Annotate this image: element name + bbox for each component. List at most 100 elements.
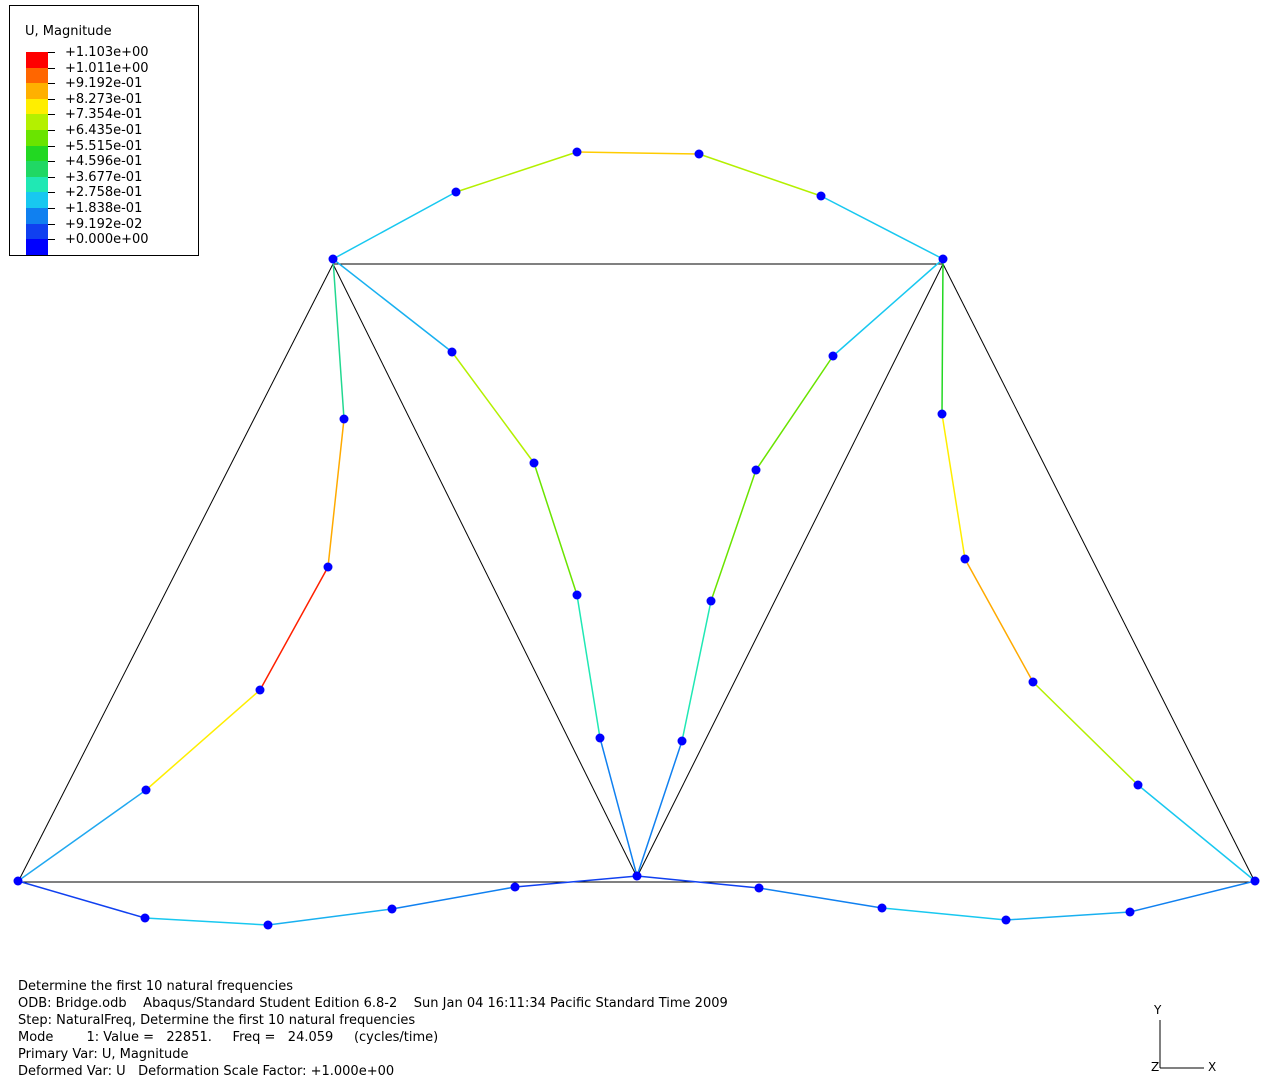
- legend-swatch: [26, 67, 48, 84]
- node[interactable]: [529, 458, 539, 468]
- legend-tick: [48, 208, 55, 209]
- node[interactable]: [323, 562, 333, 572]
- legend-value: +8.273e-01: [65, 91, 143, 107]
- node[interactable]: [938, 254, 948, 264]
- node[interactable]: [447, 347, 457, 357]
- node[interactable]: [877, 903, 887, 913]
- deformed-segment: [1005, 911, 1131, 921]
- legend-value: +4.596e-01: [65, 154, 143, 170]
- deformed-segment: [1129, 880, 1256, 913]
- legend-swatch: [26, 83, 48, 99]
- node[interactable]: [1133, 780, 1143, 790]
- deformed-segment: [17, 789, 147, 882]
- legend-value: +7.354e-01: [65, 107, 143, 123]
- legend-tick: [48, 176, 55, 178]
- legend-value: +9.192e-01: [65, 76, 143, 92]
- node[interactable]: [960, 554, 970, 564]
- node[interactable]: [510, 882, 520, 892]
- node[interactable]: [339, 414, 349, 424]
- deformed-segment: [681, 600, 712, 742]
- node[interactable]: [387, 904, 397, 914]
- deformed-segment: [327, 418, 345, 568]
- legend-tick: [48, 145, 55, 147]
- legend-value: +5.515e-01: [65, 138, 143, 154]
- legend-swatch: [26, 192, 48, 208]
- axis-triad: [1159, 1020, 1204, 1069]
- deformed-segment: [144, 917, 269, 926]
- legend-tick: [48, 52, 55, 53]
- node[interactable]: [263, 920, 273, 930]
- deformed-segment: [259, 566, 329, 691]
- deformed-shape: [17, 151, 1256, 926]
- deformed-segment: [514, 875, 638, 888]
- legend-tick: [48, 192, 55, 194]
- deformed-segment: [267, 908, 393, 926]
- undeformed-truss: [17, 263, 1256, 883]
- legend-color-bar: [26, 52, 48, 255]
- legend-value: +1.011e+00: [65, 60, 149, 76]
- node[interactable]: [751, 465, 761, 475]
- deformed-segment: [576, 594, 601, 739]
- legend-tick: [48, 67, 55, 69]
- node[interactable]: [816, 191, 826, 201]
- deformed-segment: [533, 462, 578, 596]
- deformed-segment: [832, 258, 944, 357]
- legend-title: U, Magnitude: [25, 24, 112, 39]
- node[interactable]: [13, 876, 23, 886]
- axis-x-label: X: [1208, 1060, 1217, 1074]
- node[interactable]: [141, 785, 151, 795]
- node[interactable]: [632, 871, 642, 881]
- deformed-segment: [451, 351, 535, 464]
- node[interactable]: [694, 149, 704, 159]
- node[interactable]: [1001, 915, 1011, 925]
- legend-swatch: [26, 223, 48, 240]
- axis-y-label: Y: [1154, 1003, 1162, 1017]
- node[interactable]: [328, 254, 338, 264]
- legend-tick: [48, 98, 55, 100]
- legend-swatch: [26, 114, 48, 130]
- deformed-segment: [332, 258, 453, 353]
- node[interactable]: [451, 187, 461, 197]
- deformed-segment: [964, 558, 1034, 683]
- node[interactable]: [140, 913, 150, 923]
- deformed-segment: [599, 737, 638, 877]
- legend-swatch: [26, 207, 48, 224]
- deformed-segment: [758, 887, 883, 909]
- node[interactable]: [595, 733, 605, 743]
- axis-z-label: Z: [1151, 1060, 1160, 1074]
- legend-values: +1.103e+00 +1.011e+00 +9.192e-01 +8.273e-01…: [65, 45, 149, 248]
- node[interactable]: [1125, 907, 1135, 917]
- node[interactable]: [828, 351, 838, 361]
- legend-value: +1.838e-01: [65, 200, 143, 216]
- info-line-1: Determine the first 10 natural frequenci…: [18, 979, 294, 994]
- legend-tick: [48, 223, 55, 225]
- undeformed-left-outer: [17, 263, 334, 883]
- deformed-segment: [455, 151, 578, 193]
- deformed-segment: [820, 195, 944, 260]
- node[interactable]: [255, 685, 265, 695]
- legend-tick: [48, 239, 55, 241]
- legend-swatch: [26, 161, 48, 177]
- legend-value: +2.758e-01: [65, 185, 143, 201]
- node[interactable]: [754, 883, 764, 893]
- legend-swatch: [26, 52, 48, 68]
- node[interactable]: [1250, 876, 1260, 886]
- deformed-segment: [710, 469, 757, 602]
- legend-tick: [48, 83, 55, 85]
- node[interactable]: [572, 147, 582, 157]
- legend-tick: [48, 114, 55, 116]
- info-line-2: ODB: Bridge.odb Abaqus/Standard Student …: [18, 996, 728, 1011]
- node[interactable]: [677, 736, 687, 746]
- undeformed-left-inner: [332, 263, 638, 878]
- deformed-segment: [636, 740, 683, 877]
- node[interactable]: [1028, 677, 1038, 687]
- deformed-segment: [332, 258, 345, 420]
- deformed-segment: [576, 151, 700, 155]
- node[interactable]: [572, 590, 582, 600]
- undeformed-right-outer: [942, 263, 1256, 883]
- node[interactable]: [706, 596, 716, 606]
- legend-swatch: [26, 239, 48, 255]
- nodes: [13, 147, 1260, 930]
- node[interactable]: [937, 409, 947, 419]
